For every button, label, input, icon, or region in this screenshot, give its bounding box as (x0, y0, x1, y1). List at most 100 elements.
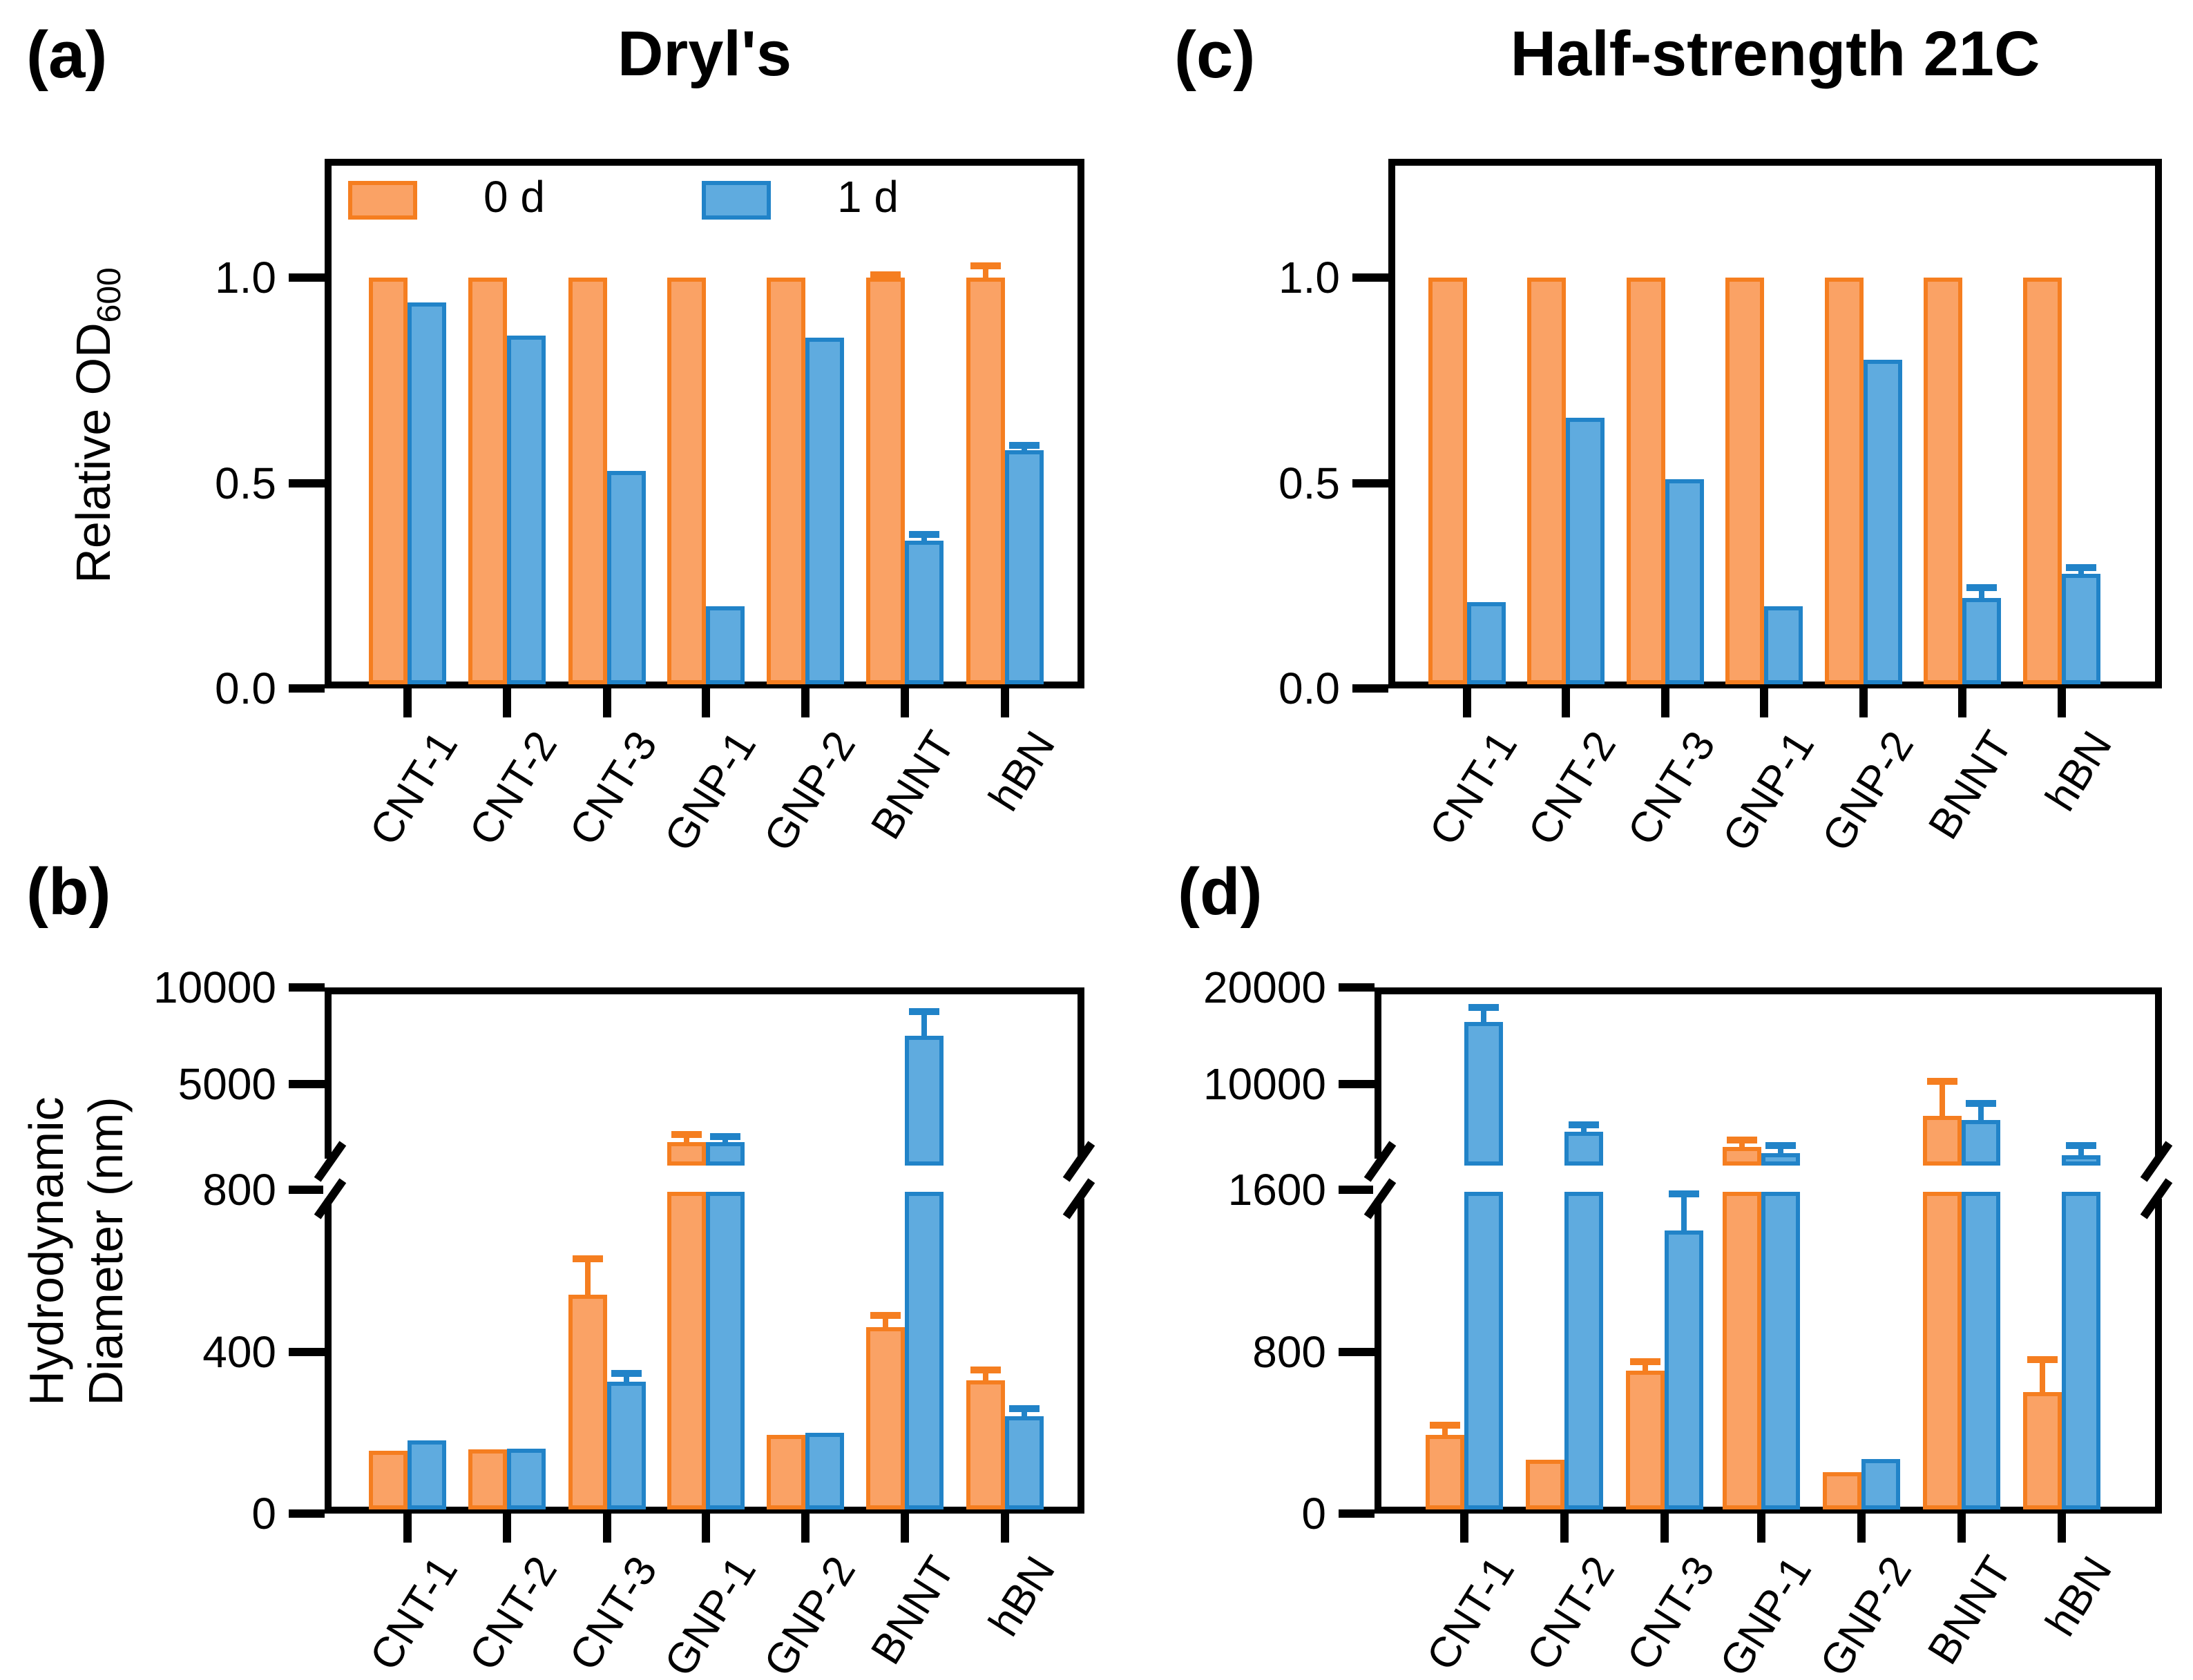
bar-0d-CNT-1 (369, 278, 408, 684)
bar-1d-CNT-3 (1665, 479, 1704, 684)
y-tick-label: 10000 (1203, 1059, 1326, 1109)
x-tick (702, 1514, 710, 1543)
y-tick (1339, 1348, 1375, 1356)
bar-0d-CNT-2 (468, 1449, 507, 1509)
error-bar-cap (710, 1133, 740, 1140)
y-tick-label: 0.5 (215, 458, 276, 508)
y-tick (1352, 273, 1388, 282)
panel-letter-c: (c) (1174, 18, 1256, 92)
error-bar-cap (1009, 442, 1040, 449)
y-tick-label: 800 (1252, 1327, 1326, 1377)
error-bar-cap (909, 531, 939, 538)
bar-1d-BNNT-lower (1962, 1192, 2000, 1509)
error-bar-cap (1765, 1142, 1796, 1149)
x-tick (603, 688, 611, 717)
error-bar-cap (870, 271, 901, 278)
bar-1d-CNT-1-upper (1464, 1022, 1503, 1166)
y-tick (1339, 983, 1375, 992)
bar-0d-GNP-1-lower (667, 1192, 706, 1509)
error-bar-stem (2078, 1146, 2084, 1156)
legend-label-0d: 0 d (483, 172, 545, 222)
bar-0d-BNNT (866, 1327, 905, 1509)
error-bar-stem (983, 1370, 988, 1382)
bar-1d-GNP-1-upper (706, 1142, 745, 1166)
bar-1d-CNT-3 (607, 1382, 646, 1509)
y-tick-label: 0.0 (215, 664, 276, 713)
error-bar-cap (1927, 1078, 1957, 1085)
bar-0d-hBN (966, 1380, 1005, 1509)
error-bar-stem (624, 1373, 629, 1384)
error-bar-cap (671, 1131, 702, 1138)
error-bar-stem (983, 266, 988, 280)
bar-1d-CNT-2 (1566, 418, 1605, 684)
bar-1d-hBN (2062, 574, 2100, 684)
bar-0d-GNP-2 (767, 1435, 805, 1509)
x-tick (1957, 1514, 1966, 1543)
x-category-label: CNT-1 (1417, 1548, 1524, 1679)
bar-0d-GNP-1-lower (1723, 1192, 1761, 1509)
bar-0d-CNT-2 (1526, 1460, 1564, 1509)
x-category-label: CNT-1 (361, 1548, 467, 1679)
error-bar-stem (2040, 1360, 2045, 1393)
bar-1d-hBN (1005, 1416, 1044, 1509)
error-bar-stem (921, 534, 927, 542)
y-tick-label: 800 (202, 1165, 276, 1215)
bar-1d-BNNT (905, 541, 944, 684)
error-bar-cap (1430, 1422, 1460, 1429)
bar-0d-CNT-1 (1428, 278, 1467, 684)
bar-1d-BNNT-upper (1962, 1120, 2000, 1166)
error-bar-stem (1979, 588, 1984, 599)
legend-swatch-1d (702, 181, 771, 220)
error-bar-cap (1569, 1121, 1599, 1128)
x-tick (1661, 688, 1669, 717)
bar-1d-GNP-2 (1864, 360, 1902, 684)
error-bar-cap (1966, 1100, 1996, 1107)
y-tick-label: 0 (1301, 1489, 1326, 1538)
y-tick (289, 684, 325, 693)
bar-0d-GNP-1-upper (667, 1142, 706, 1166)
y-axis-label-line1: Hydrodynamic (19, 1097, 73, 1406)
bar-0d-CNT-3 (568, 1295, 607, 1509)
bar-1d-GNP-1 (706, 606, 745, 684)
x-tick (1958, 688, 1966, 717)
plot-box-a (325, 159, 1084, 688)
bar-0d-GNP-2 (767, 278, 805, 684)
x-tick (1460, 1514, 1468, 1543)
bar-1d-CNT-2 (507, 336, 546, 684)
bar-0d-BNNT-upper (1923, 1116, 1962, 1166)
x-tick (2058, 688, 2066, 717)
bar-1d-CNT-1 (408, 302, 446, 684)
y-tick (289, 479, 325, 487)
error-bar-stem (585, 1259, 591, 1297)
bar-0d-hBN (966, 278, 1005, 684)
error-bar-cap (909, 1008, 939, 1015)
panel-letter-a: (a) (26, 18, 108, 92)
x-tick (2058, 1514, 2066, 1543)
error-bar-cap (611, 1370, 642, 1377)
panel-letter-d: (d) (1178, 855, 1263, 929)
plot-box-b (325, 987, 1084, 1514)
x-tick (403, 688, 412, 717)
y-tick-label: 20000 (1203, 963, 1326, 1012)
error-bar-stem (1442, 1425, 1448, 1436)
bar-0d-GNP-1 (1725, 278, 1764, 684)
error-bar-cap (1009, 1405, 1040, 1412)
chart-title-half-strength: Half-strength 21C (1510, 19, 2040, 89)
bar-1d-CNT-3 (1665, 1230, 1703, 1509)
error-bar-stem (1778, 1146, 1783, 1155)
y-tick (289, 1186, 325, 1194)
y-tick (1339, 1186, 1375, 1194)
error-bar-stem (883, 1315, 888, 1329)
bar-1d-CNT-3 (607, 471, 646, 684)
error-bar-cap (1669, 1190, 1699, 1197)
error-bar-stem (722, 1137, 728, 1143)
y-tick-label: 0 (251, 1489, 276, 1538)
plot-box-c (1388, 159, 2162, 688)
error-bar-cap (970, 262, 1001, 269)
x-tick (1859, 688, 1868, 717)
error-bar-cap (573, 1255, 603, 1262)
error-bar-cap (1966, 584, 1997, 591)
bar-1d-GNP-1-upper (1761, 1153, 1800, 1166)
bar-0d-hBN (2023, 278, 2062, 684)
